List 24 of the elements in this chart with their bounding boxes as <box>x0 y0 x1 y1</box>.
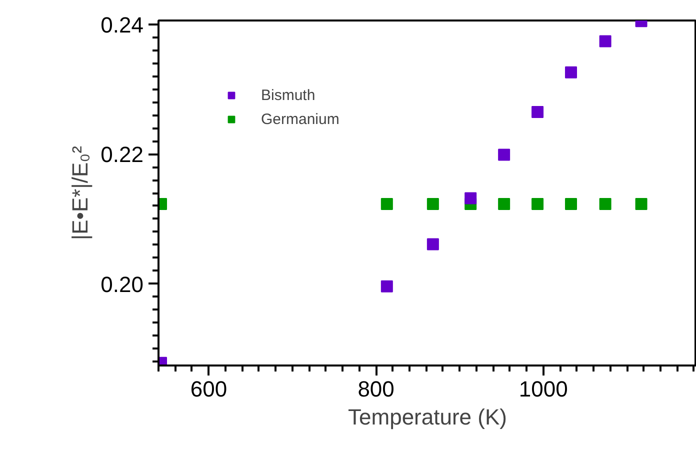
point <box>532 106 544 118</box>
point <box>635 198 648 210</box>
point <box>532 198 544 210</box>
x-tick-label: 600 <box>190 376 228 402</box>
y-axis-title: |E•E*|/E₀² <box>68 146 93 240</box>
point <box>464 192 477 204</box>
x-axis-title: Temperature (K) <box>348 404 507 430</box>
y-tick-label: 0.22 <box>100 142 144 168</box>
point <box>498 148 510 161</box>
legend-label: Bismuth <box>261 86 316 104</box>
y-tick-label: 0.20 <box>100 272 144 297</box>
point <box>498 198 510 210</box>
point <box>599 35 612 48</box>
point <box>564 66 577 78</box>
point <box>380 280 393 292</box>
legend-label: Germanium <box>261 110 340 128</box>
point <box>426 238 439 250</box>
point <box>599 198 612 210</box>
x-tick-label: 1000 <box>518 376 568 402</box>
point <box>426 198 439 210</box>
x-tick-label: 800 <box>358 376 394 402</box>
y-tick-label: 0.24 <box>100 12 144 38</box>
point <box>564 198 577 210</box>
point <box>380 198 393 210</box>
